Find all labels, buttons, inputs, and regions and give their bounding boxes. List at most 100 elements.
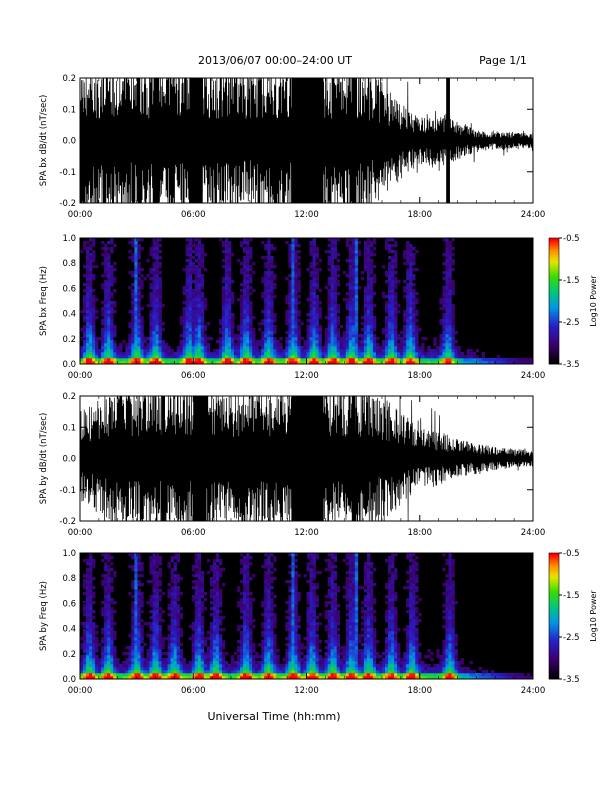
spectrogram-cell — [237, 601, 241, 605]
spectrogram-cell — [234, 346, 238, 350]
spectrogram-cell — [197, 286, 202, 290]
spectrogram-cell — [209, 589, 214, 593]
spectrogram-cell — [134, 283, 138, 287]
colorbar-segment — [549, 328, 559, 331]
spectrogram-cell — [227, 310, 232, 314]
spectrogram-cell — [137, 304, 141, 308]
spectrogram-cell — [243, 361, 247, 365]
spectrogram-cell — [215, 352, 220, 356]
spectrogram-cell — [400, 352, 404, 356]
spectrogram-cell — [89, 337, 93, 341]
spectrogram-cell — [264, 622, 268, 626]
spectrogram-cell — [104, 292, 108, 296]
spectrogram-cell — [394, 280, 398, 284]
spectrogram-cell — [86, 592, 90, 596]
spectrogram-cell — [98, 658, 102, 662]
spectrogram-cell — [397, 352, 401, 356]
spectrogram-cell — [158, 595, 162, 599]
spectrogram-cell — [95, 676, 99, 680]
spectrogram-cell — [176, 592, 180, 596]
spectrogram-cell — [391, 277, 395, 281]
spectrogram-cell — [158, 658, 162, 662]
spectrogram-cell — [200, 625, 205, 629]
spectrogram-cell — [137, 238, 141, 242]
spectrogram-cell — [360, 358, 365, 362]
spectrogram-cell — [333, 361, 337, 365]
spectrogram-cell — [215, 640, 220, 644]
spectrogram-cell — [249, 337, 253, 341]
spectrogram-cell — [170, 568, 174, 572]
spectrogram-cell — [427, 355, 431, 359]
spectrogram-cell — [200, 313, 205, 317]
spectrogram-cell — [240, 283, 244, 287]
spectrogram-cell — [227, 325, 232, 329]
spectrogram-cell — [294, 325, 298, 329]
spectrogram-cell — [372, 292, 377, 296]
spectrogram-cell — [104, 253, 108, 257]
spectrogram-cell — [294, 289, 298, 293]
spectrogram-cell — [249, 592, 253, 596]
colorbar-segment — [549, 263, 559, 266]
spectrogram-cell — [134, 286, 138, 290]
spectrogram-cell — [185, 355, 190, 359]
spectrogram-cell — [146, 676, 150, 680]
spectrogram-cell — [86, 586, 90, 590]
spectrogram-cell — [285, 361, 289, 365]
spectrogram-cell — [194, 253, 199, 257]
spectrogram-cell — [385, 325, 389, 329]
spectrogram-cell — [173, 631, 177, 635]
spectrogram-cell — [191, 568, 196, 572]
spectrogram-cell — [360, 337, 365, 341]
spectrogram-cell — [369, 295, 374, 299]
spectrogram-cell — [224, 274, 229, 278]
spectrogram-cell — [246, 322, 250, 326]
spectrogram-cell — [348, 304, 353, 308]
spectrogram-cell — [366, 340, 371, 344]
spectrogram-cell — [249, 274, 253, 278]
spectrogram-cell — [107, 274, 111, 278]
spectrogram-cell — [185, 274, 190, 278]
spectrogram-cell — [134, 337, 138, 341]
spectrogram-cell — [170, 673, 174, 677]
spectrogram-cell — [164, 661, 168, 665]
spectrogram-cell — [385, 271, 389, 275]
spectrogram-cell — [125, 349, 129, 353]
spectrogram-cell — [237, 667, 241, 671]
spectrogram-cell — [101, 676, 105, 680]
spectrogram-cell — [327, 313, 331, 317]
spectrogram-cell — [442, 352, 446, 356]
spectrogram-cell — [348, 268, 353, 272]
spectrogram-cell — [188, 328, 193, 332]
spectrogram-cell — [442, 355, 446, 359]
spectrogram-cell — [128, 256, 132, 260]
spectrogram-cell — [418, 328, 422, 332]
spectrogram-cell — [360, 352, 365, 356]
spectrogram-cell — [294, 307, 298, 311]
spectrogram-cell — [345, 322, 350, 326]
spectrogram-cell — [197, 337, 202, 341]
spectrogram-cell — [143, 667, 147, 671]
spectrogram-cell — [460, 361, 464, 365]
spectrogram-cell — [394, 241, 398, 245]
spectrogram-cell — [89, 583, 93, 587]
spectrogram-cell — [394, 310, 398, 314]
spectrogram-cell — [243, 277, 247, 281]
spectrogram-cell — [270, 616, 274, 620]
spectrogram-cell — [179, 352, 183, 356]
spectrogram-cell — [173, 562, 177, 566]
spectrogram-cell — [104, 664, 108, 668]
spectrogram-cell — [276, 352, 280, 356]
spectrogram-cell — [206, 343, 211, 347]
spectrogram-cell — [167, 625, 171, 629]
spectrogram-cell — [363, 304, 368, 308]
spectrogram-cell — [113, 355, 117, 359]
spectrogram-cell — [258, 661, 262, 665]
spectrogram-cell — [89, 586, 93, 590]
spectrogram-cell — [243, 664, 247, 668]
spectrogram-cell — [243, 586, 247, 590]
spectrogram-cell — [146, 655, 150, 659]
spectrogram-cell — [176, 628, 180, 632]
spectrogram-cell — [267, 598, 271, 602]
spectrogram-cell — [227, 673, 232, 677]
spectrogram-cell — [276, 343, 280, 347]
